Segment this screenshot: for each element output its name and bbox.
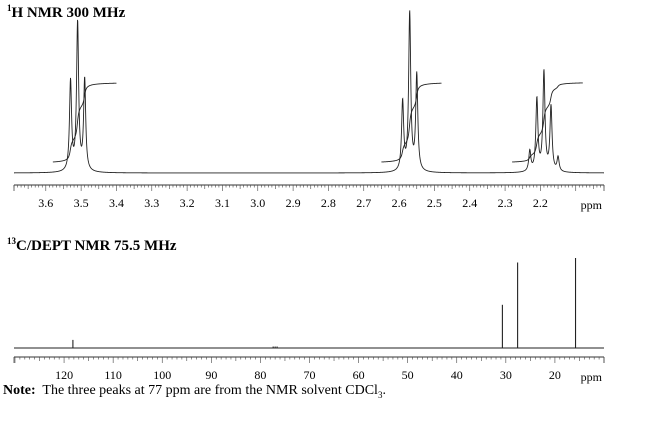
h-spectrum-trace: [14, 10, 604, 174]
h-nmr-title: 1H NMR 300 MHz: [7, 3, 125, 22]
1-tick-label: 80: [254, 368, 266, 382]
note: Note: The three peaks at 77 ppm are from…: [3, 383, 386, 400]
0-tick-label: 3.4: [109, 196, 124, 210]
h-nmr-title-sup: 1: [7, 3, 12, 13]
1-tick-label: 70: [303, 368, 315, 382]
0-tick-label: 3.0: [250, 196, 265, 210]
0-tick-label: 2.2: [533, 196, 548, 210]
0-tick-label: 2.9: [286, 196, 301, 210]
c-nmr-title: 13C/DEPT NMR 75.5 MHz: [7, 236, 177, 255]
0-tick-label: 2.8: [321, 196, 336, 210]
integral-curve-0: [52, 82, 117, 163]
1-tick-label: 40: [451, 368, 463, 382]
0-tick-label: 3.1: [215, 196, 230, 210]
integral-curve-1: [381, 82, 442, 163]
note-label: Note:: [3, 383, 36, 398]
note-end: .: [382, 383, 386, 398]
1-axis-unit: ppm: [581, 370, 603, 384]
integral-curve-2: [512, 82, 583, 163]
1-tick-label: 50: [402, 368, 414, 382]
1-tick-label: 30: [500, 368, 512, 382]
1-tick-label: 100: [153, 368, 171, 382]
note-text: The three peaks at 77 ppm are from the N…: [42, 383, 378, 398]
1-tick-label: 60: [353, 368, 365, 382]
0-axis-unit: ppm: [581, 198, 603, 212]
c-nmr-title-sup: 13: [7, 236, 16, 246]
1-tick-label: 20: [549, 368, 561, 382]
0-tick-label: 2.5: [427, 196, 442, 210]
0-tick-label: 3.5: [74, 196, 89, 210]
0-tick-label: 3.2: [180, 196, 195, 210]
0-tick-label: 2.4: [462, 196, 477, 210]
1-tick-label: 90: [205, 368, 217, 382]
note-subscript: 3: [377, 389, 383, 400]
0-tick-label: 2.3: [498, 196, 513, 210]
c-nmr-title-text: C/DEPT NMR 75.5 MHz: [16, 238, 177, 254]
0-tick-label: 2.7: [356, 196, 371, 210]
1-tick-label: 110: [104, 368, 122, 382]
1-tick-label: 120: [55, 368, 73, 382]
h-nmr-title-text: H NMR 300 MHz: [11, 5, 126, 21]
0-tick-label: 3.3: [144, 196, 159, 210]
0-tick-label: 3.6: [38, 196, 53, 210]
0-tick-label: 2.6: [392, 196, 407, 210]
